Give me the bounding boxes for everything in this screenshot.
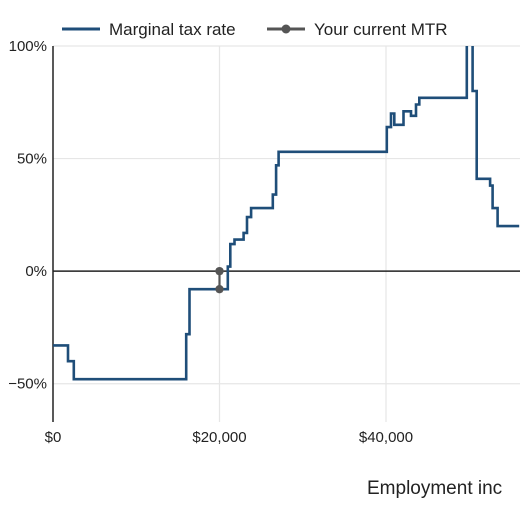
- grid: [53, 45, 520, 422]
- y-tick-label: −50%: [8, 376, 47, 393]
- current-mtr-point[interactable]: [215, 266, 224, 276]
- y-tick-label: 50%: [17, 151, 47, 168]
- x-tick-label: $40,000: [359, 429, 413, 446]
- y-tick-label: 0%: [25, 263, 47, 280]
- legend-label-current-mtr[interactable]: Your current MTR: [314, 20, 448, 39]
- legend[interactable]: Marginal tax rate Your current MTR: [62, 20, 448, 39]
- current-mtr-point[interactable]: [215, 284, 224, 294]
- legend-label-marginal-tax-rate[interactable]: Marginal tax rate: [109, 20, 236, 39]
- y-tick-label: 100%: [9, 38, 47, 55]
- x-tick-label: $0: [45, 429, 62, 446]
- series: [53, 46, 520, 381]
- x-tick-label: $20,000: [192, 429, 246, 446]
- x-axis-title: Employment inc: [367, 478, 502, 499]
- series-line-marginal-tax-rate-continued: [471, 46, 520, 228]
- axes: $0$20,000$40,000$100%50%0%−50%: [8, 38, 413, 446]
- legend-marker-current-mtr[interactable]: [281, 24, 291, 34]
- series-line-marginal-tax-rate: [53, 46, 469, 381]
